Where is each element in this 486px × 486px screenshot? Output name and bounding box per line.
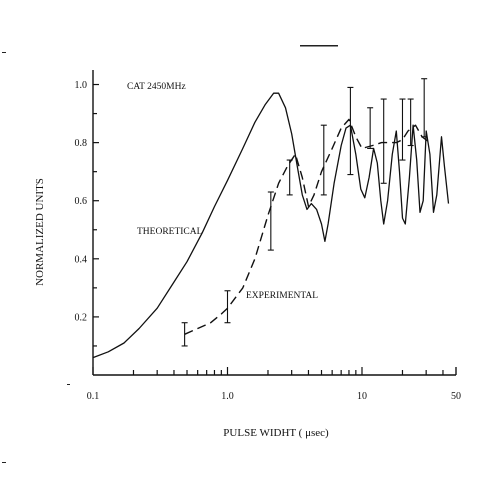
axes: 0.2 0.4 0.6 0.8 1.0 0.1 1.0 10 50 — [75, 70, 461, 402]
y-tick-label: 0.4 — [75, 254, 88, 265]
scan-artifact — [300, 45, 338, 47]
x-axis-title: PULSE WIDHT ( μsec) — [223, 427, 329, 439]
y-tick-label: 0.8 — [75, 138, 88, 149]
y-tick-label: 0.6 — [75, 196, 88, 207]
x-tick-label: 0.1 — [87, 391, 100, 402]
y-axis-title: NORMALIZED UNITS — [34, 178, 46, 286]
series-line-theoretical — [92, 92, 450, 359]
scan-artifact — [2, 52, 6, 53]
chart-annotation: CAT 2450MHz — [127, 82, 186, 92]
series-label-theoretical: THEORETICAL — [137, 227, 203, 237]
x-tick-label: 10 — [357, 391, 367, 402]
plot-area — [92, 78, 450, 359]
scan-artifact — [67, 384, 70, 385]
y-tick-label: 1.0 — [75, 80, 88, 91]
x-tick-label: 1.0 — [221, 391, 234, 402]
x-tick-label: 50 — [451, 391, 461, 402]
y-tick-label: 0.2 — [75, 312, 88, 323]
series-line-experimental — [184, 118, 431, 335]
series-label-experimental: EXPERIMENTAL — [246, 291, 318, 301]
scan-artifact — [2, 462, 6, 463]
